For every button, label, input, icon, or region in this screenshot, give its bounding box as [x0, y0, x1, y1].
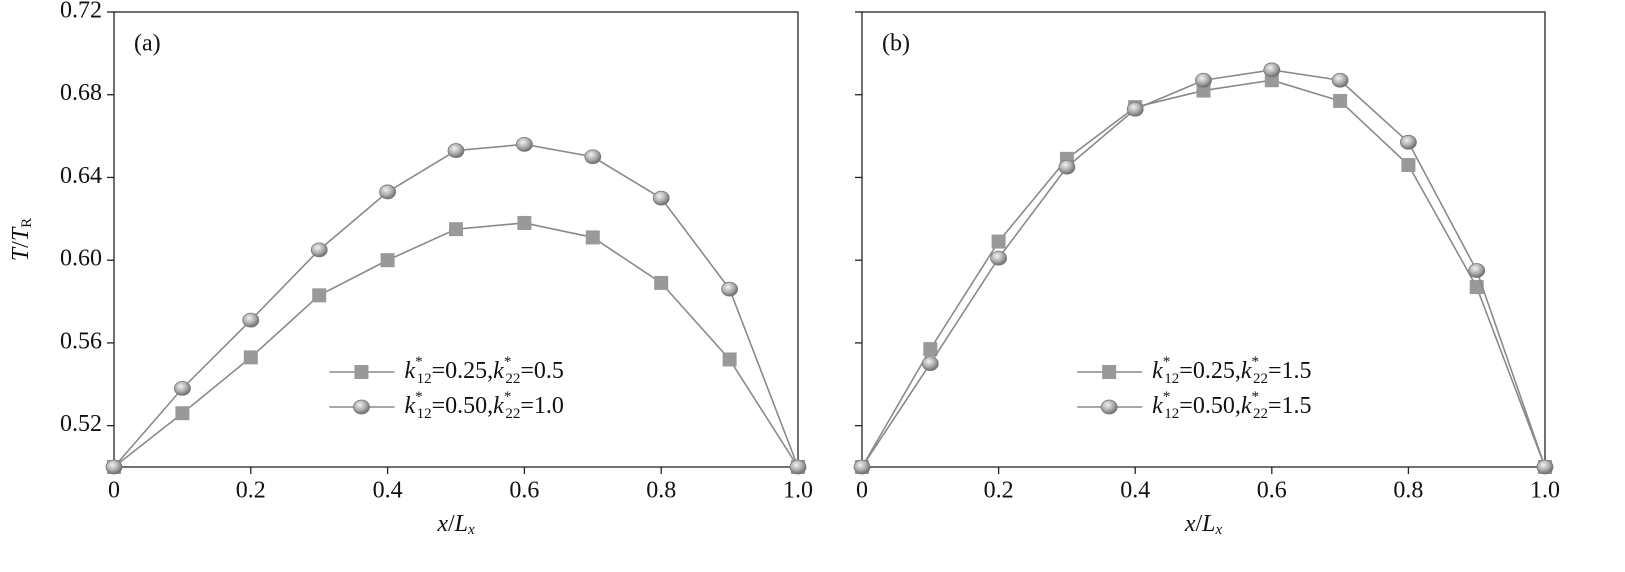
data-point	[1331, 72, 1349, 88]
x-tick-label: 0.4	[373, 478, 403, 504]
data-point	[242, 312, 260, 328]
data-point	[654, 275, 669, 290]
x-tick-label: 1.0	[1530, 478, 1560, 504]
data-point	[1468, 263, 1486, 278]
data-point	[1469, 280, 1484, 295]
x-tick-label: 1.0	[783, 478, 813, 504]
x-axis-label: x/Lx	[1184, 511, 1223, 539]
y-tick-label: 0.60	[60, 246, 102, 272]
legend-symbol	[1100, 399, 1118, 415]
y-tick-label: 0.56	[60, 328, 102, 354]
data-point	[243, 350, 258, 365]
series-line	[113, 143, 799, 468]
data-point	[379, 184, 397, 200]
legend-marker	[1102, 365, 1117, 379]
data-point	[449, 222, 463, 237]
legend-label: k* 12=0.50,k* 22=1.5	[1152, 389, 1311, 422]
data-point	[175, 406, 190, 421]
data-point	[1263, 62, 1281, 78]
legend-marker	[353, 399, 370, 415]
data-point	[990, 250, 1007, 266]
x-tick-label: 0.2	[984, 478, 1014, 504]
legend-label: k* 12=0.25,k* 22=0.5	[404, 354, 563, 387]
data-point	[789, 459, 807, 475]
x-axis-label: x/Lx	[436, 511, 475, 539]
x-tick-label: 0.6	[509, 478, 539, 504]
data-point	[1264, 73, 1279, 88]
data-point	[991, 234, 1006, 249]
plot-frame	[861, 11, 1546, 468]
panel-label: (b)	[882, 31, 910, 57]
legend-label: k* 12=0.25,k* 22=1.5	[1152, 354, 1311, 387]
data-point	[853, 459, 871, 475]
y-tick-label: 0.68	[60, 80, 102, 106]
data-point	[516, 136, 533, 152]
data-point	[721, 281, 738, 297]
legend-symbol	[1102, 365, 1117, 379]
legend-symbol	[353, 399, 370, 415]
data-point	[923, 342, 938, 357]
y-axis-label: T/TR	[8, 218, 36, 261]
x-tick-label: 0.8	[646, 478, 676, 504]
data-point	[173, 381, 191, 396]
series-line	[113, 222, 799, 468]
data-point	[722, 352, 737, 367]
data-point	[1058, 159, 1076, 175]
legend-marker	[1100, 399, 1118, 415]
y-tick-label: 0.72	[60, 0, 102, 24]
data-point	[1126, 101, 1144, 117]
x-tick-label: 0.6	[1257, 478, 1287, 504]
data-point	[1195, 72, 1212, 88]
y-tick-label: 0.52	[60, 411, 102, 437]
x-tick-label: 0	[108, 478, 120, 504]
legend-label: k* 12=0.50,k* 22=1.0	[404, 389, 563, 422]
x-tick-label: 0	[856, 478, 868, 504]
data-point	[105, 459, 123, 475]
data-point	[1401, 158, 1416, 173]
data-point	[447, 143, 465, 158]
data-point	[1400, 134, 1417, 150]
panel-label: (a)	[134, 31, 161, 57]
data-point	[1536, 459, 1554, 475]
data-point	[1333, 93, 1348, 108]
legend-symbol	[354, 365, 369, 379]
data-point	[585, 230, 600, 245]
x-tick-label: 0.2	[236, 478, 266, 504]
legend-marker	[354, 365, 369, 379]
plot-frame	[113, 11, 799, 468]
data-point	[312, 288, 327, 303]
data-point	[1196, 83, 1211, 98]
data-point	[380, 253, 395, 268]
y-tick-label: 0.64	[60, 163, 102, 189]
data-point	[921, 356, 939, 371]
x-tick-label: 0.4	[1120, 478, 1150, 504]
x-tick-label: 0.8	[1393, 478, 1423, 504]
data-point	[310, 242, 328, 258]
data-point	[517, 215, 532, 230]
data-point	[652, 190, 670, 206]
data-point	[584, 149, 602, 165]
